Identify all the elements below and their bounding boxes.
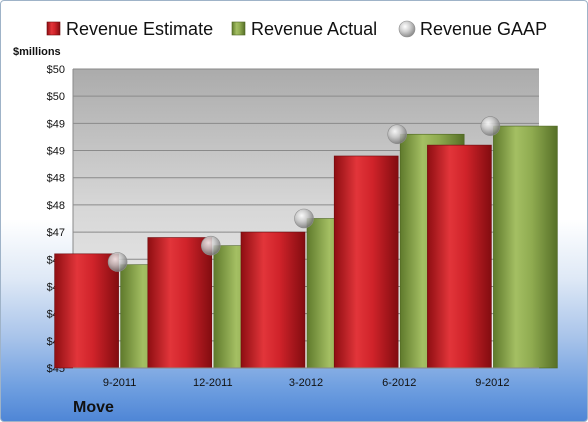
legend-label: Revenue GAAP (420, 19, 547, 39)
marker-revenue-gaap (107, 252, 128, 272)
legend-swatch-revenue-actual (231, 21, 246, 36)
bar-revenue-actual (493, 125, 558, 369)
x-tick-label: 6-2012 (382, 377, 416, 389)
x-axis: 9-2011 12-2011 3-2012 6-2012 9-2012 (73, 367, 539, 389)
y-tick-label: $48 (47, 173, 65, 185)
unit-label: $millions (13, 46, 61, 58)
bars (54, 125, 558, 369)
x-tick-label: 3-2012 (289, 377, 323, 389)
company-label: Move (73, 399, 114, 416)
x-tick-label: 12-2011 (193, 377, 233, 389)
legend-label: Revenue Actual (251, 19, 377, 39)
bar-revenue-estimate (54, 253, 119, 369)
y-tick-label: $47 (47, 227, 65, 239)
y-tick-label: $49 (47, 118, 65, 130)
bar-revenue-estimate (333, 155, 399, 369)
marker-revenue-gaap (294, 208, 314, 229)
y-tick-label: $48 (47, 200, 65, 212)
x-tick-label: 9-2011 (103, 377, 136, 389)
legend-swatch-revenue-estimate (46, 21, 61, 36)
marker-revenue-gaap (201, 235, 221, 256)
bar-revenue-estimate (240, 231, 306, 369)
y-tick-label: $50 (47, 91, 65, 103)
legend-label: Revenue Estimate (66, 19, 213, 39)
marker-revenue-gaap (387, 124, 408, 145)
bar-revenue-estimate (147, 237, 213, 369)
marker-revenue-gaap (480, 116, 501, 136)
x-tick-label: 9-2012 (475, 377, 509, 389)
y-tick-label: $49 (47, 146, 65, 158)
y-tick-label: $50 (47, 64, 65, 76)
legend: Revenue Estimate Revenue Actual Revenue GA… (46, 19, 547, 39)
bar-revenue-estimate (427, 144, 492, 369)
legend-swatch-revenue-gaap (398, 20, 416, 38)
gaap-markers (107, 116, 501, 272)
